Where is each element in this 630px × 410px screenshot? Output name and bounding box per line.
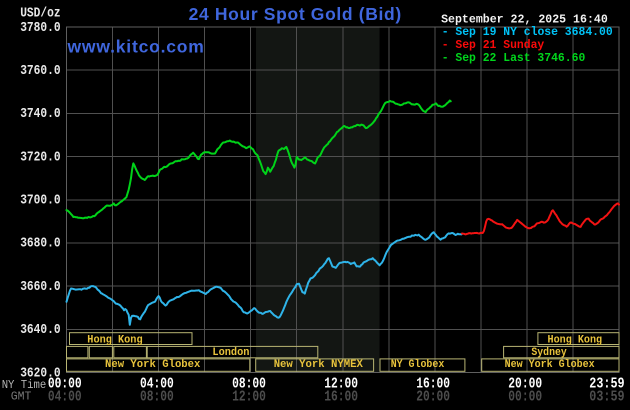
svg-text:3620.0: 3620.0 <box>20 366 60 381</box>
svg-text:04:00: 04:00 <box>48 389 82 405</box>
svg-text:USD/oz: USD/oz <box>20 7 60 22</box>
svg-text:16:00: 16:00 <box>416 376 450 392</box>
svg-text:12:00: 12:00 <box>324 376 358 392</box>
svg-text:08:00: 08:00 <box>232 376 266 392</box>
svg-text:- Sep 21 Sunday: - Sep 21 Sunday <box>442 38 545 52</box>
svg-text:NY Globex: NY Globex <box>391 359 445 371</box>
svg-text:New York Globex: New York Globex <box>505 359 595 371</box>
svg-text:23:59: 23:59 <box>589 376 624 392</box>
svg-text:New York NYMEX: New York NYMEX <box>274 359 364 371</box>
svg-text:3740.0: 3740.0 <box>20 107 60 122</box>
svg-text:3720.0: 3720.0 <box>20 150 60 165</box>
svg-text:20:00: 20:00 <box>508 376 542 392</box>
svg-text:04:00: 04:00 <box>140 376 174 392</box>
svg-text:- Sep 19 NY close 3684.00: - Sep 19 NY close 3684.00 <box>442 25 613 39</box>
svg-text:Hong Kong: Hong Kong <box>548 335 603 347</box>
svg-text:3680.0: 3680.0 <box>20 237 60 252</box>
svg-text:Hong Kong: Hong Kong <box>87 335 142 347</box>
svg-text:September 22, 2025 16:40: September 22, 2025 16:40 <box>441 13 608 27</box>
svg-text:NY Time: NY Time <box>2 378 47 392</box>
svg-text:GMT: GMT <box>11 390 32 404</box>
svg-text:00:00: 00:00 <box>48 376 82 392</box>
svg-text:3700.0: 3700.0 <box>20 194 60 209</box>
svg-text:New York Globex: New York Globex <box>105 359 201 371</box>
svg-text:12:00: 12:00 <box>232 389 266 405</box>
svg-text:24 Hour Spot Gold (Bid): 24 Hour Spot Gold (Bid) <box>189 4 402 24</box>
svg-text:www.kitco.com: www.kitco.com <box>67 37 205 57</box>
svg-text:08:00: 08:00 <box>140 389 174 405</box>
svg-text:- Sep 22 Last 3746.60: - Sep 22 Last 3746.60 <box>442 51 586 65</box>
svg-text:Sydney: Sydney <box>531 347 567 359</box>
svg-text:3640.0: 3640.0 <box>20 323 60 338</box>
svg-text:London: London <box>212 347 249 359</box>
svg-text:03:59: 03:59 <box>589 389 624 405</box>
svg-text:3660.0: 3660.0 <box>20 280 60 295</box>
svg-text:20:00: 20:00 <box>416 389 450 405</box>
svg-text:3760.0: 3760.0 <box>20 64 60 79</box>
svg-text:16:00: 16:00 <box>324 389 358 405</box>
svg-text:00:00: 00:00 <box>508 389 542 405</box>
svg-text:3780.0: 3780.0 <box>20 21 60 36</box>
